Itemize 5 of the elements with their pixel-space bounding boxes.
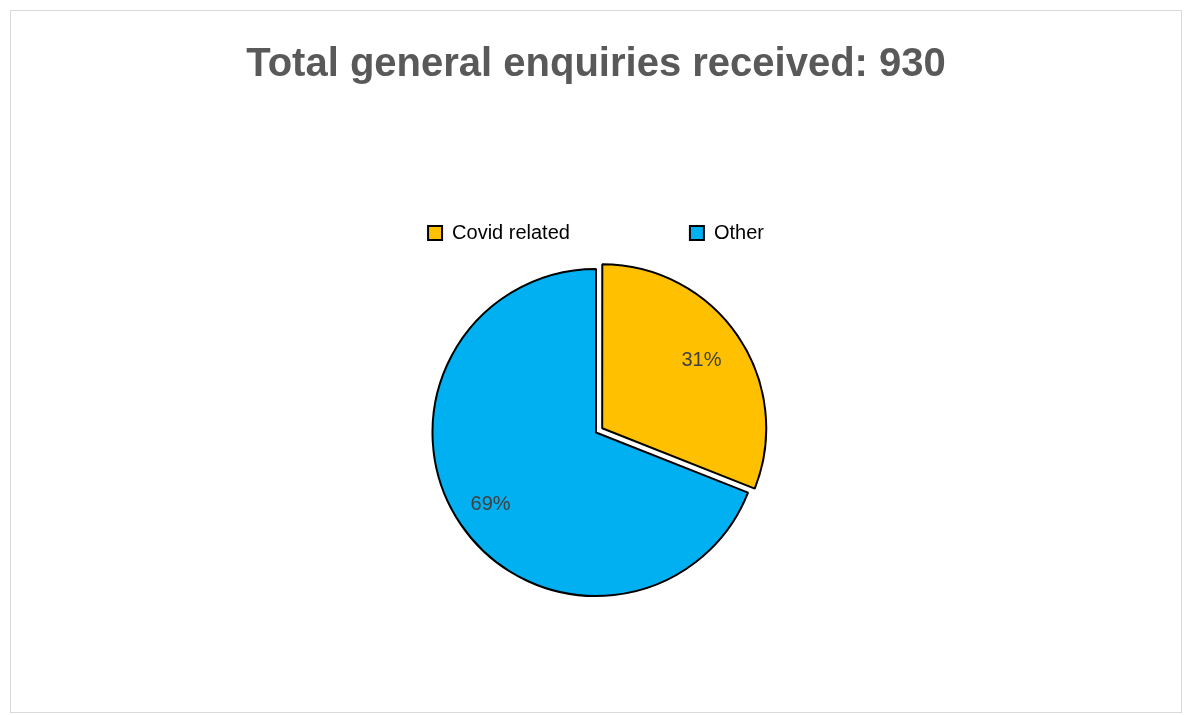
data-label: 69% [470,491,511,514]
chart-title: Total general enquiries received: 930 [246,40,946,85]
legend-label: Other [713,220,765,243]
legend-label: Covid related [452,220,570,243]
data-label: 31% [681,348,722,371]
